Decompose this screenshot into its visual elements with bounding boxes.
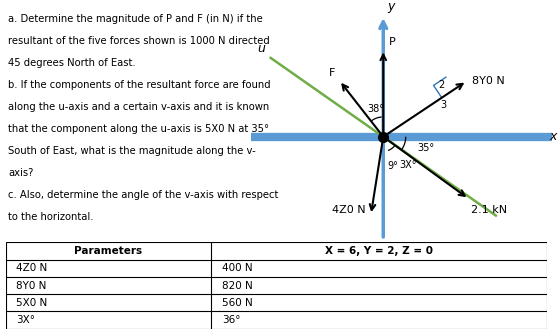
Text: along the u-axis and a certain v-axis and it is known: along the u-axis and a certain v-axis an… [8,102,270,112]
Text: 35°: 35° [417,143,435,153]
Text: 8Y0 N: 8Y0 N [472,76,505,86]
Text: x: x [550,130,557,143]
Text: 400 N: 400 N [222,263,253,273]
Text: 45 degrees North of East.: 45 degrees North of East. [8,58,136,68]
Text: 4Z0 N: 4Z0 N [332,205,365,215]
Text: 560 N: 560 N [222,298,253,308]
Text: axis?: axis? [8,168,33,178]
Text: b. If the components of the resultant force are found: b. If the components of the resultant fo… [8,80,271,90]
Text: a. Determine the magnitude of P and F (in N) if the: a. Determine the magnitude of P and F (i… [8,14,263,24]
Text: 38°: 38° [367,104,384,114]
Text: 2.1 kN: 2.1 kN [472,205,508,215]
Text: 3: 3 [440,100,446,110]
Text: Parameters: Parameters [74,246,142,256]
Text: 2: 2 [438,80,444,90]
Text: 8Y0 N: 8Y0 N [16,281,47,290]
Text: that the component along the u-axis is 5X0 N at 35°: that the component along the u-axis is 5… [8,124,269,134]
Text: to the horizontal.: to the horizontal. [8,212,94,222]
Text: 4Z0 N: 4Z0 N [16,263,47,273]
Text: c. Also, determine the angle of the v-axis with respect: c. Also, determine the angle of the v-ax… [8,190,278,200]
Text: 3X°: 3X° [16,315,35,325]
Text: South of East, what is the magnitude along the v-: South of East, what is the magnitude alo… [8,146,256,156]
Text: P: P [388,37,395,47]
Text: u: u [257,42,266,55]
Text: 5X0 N: 5X0 N [16,298,47,308]
Text: y: y [387,0,395,13]
Text: 820 N: 820 N [222,281,253,290]
Text: X = 6, Y = 2, Z = 0: X = 6, Y = 2, Z = 0 [325,246,433,256]
Text: 36°: 36° [222,315,240,325]
Text: 3X°: 3X° [399,160,417,170]
Text: resultant of the five forces shown is 1000 N directed: resultant of the five forces shown is 10… [8,36,270,46]
Text: 9°: 9° [387,161,398,171]
Text: F: F [329,68,335,78]
